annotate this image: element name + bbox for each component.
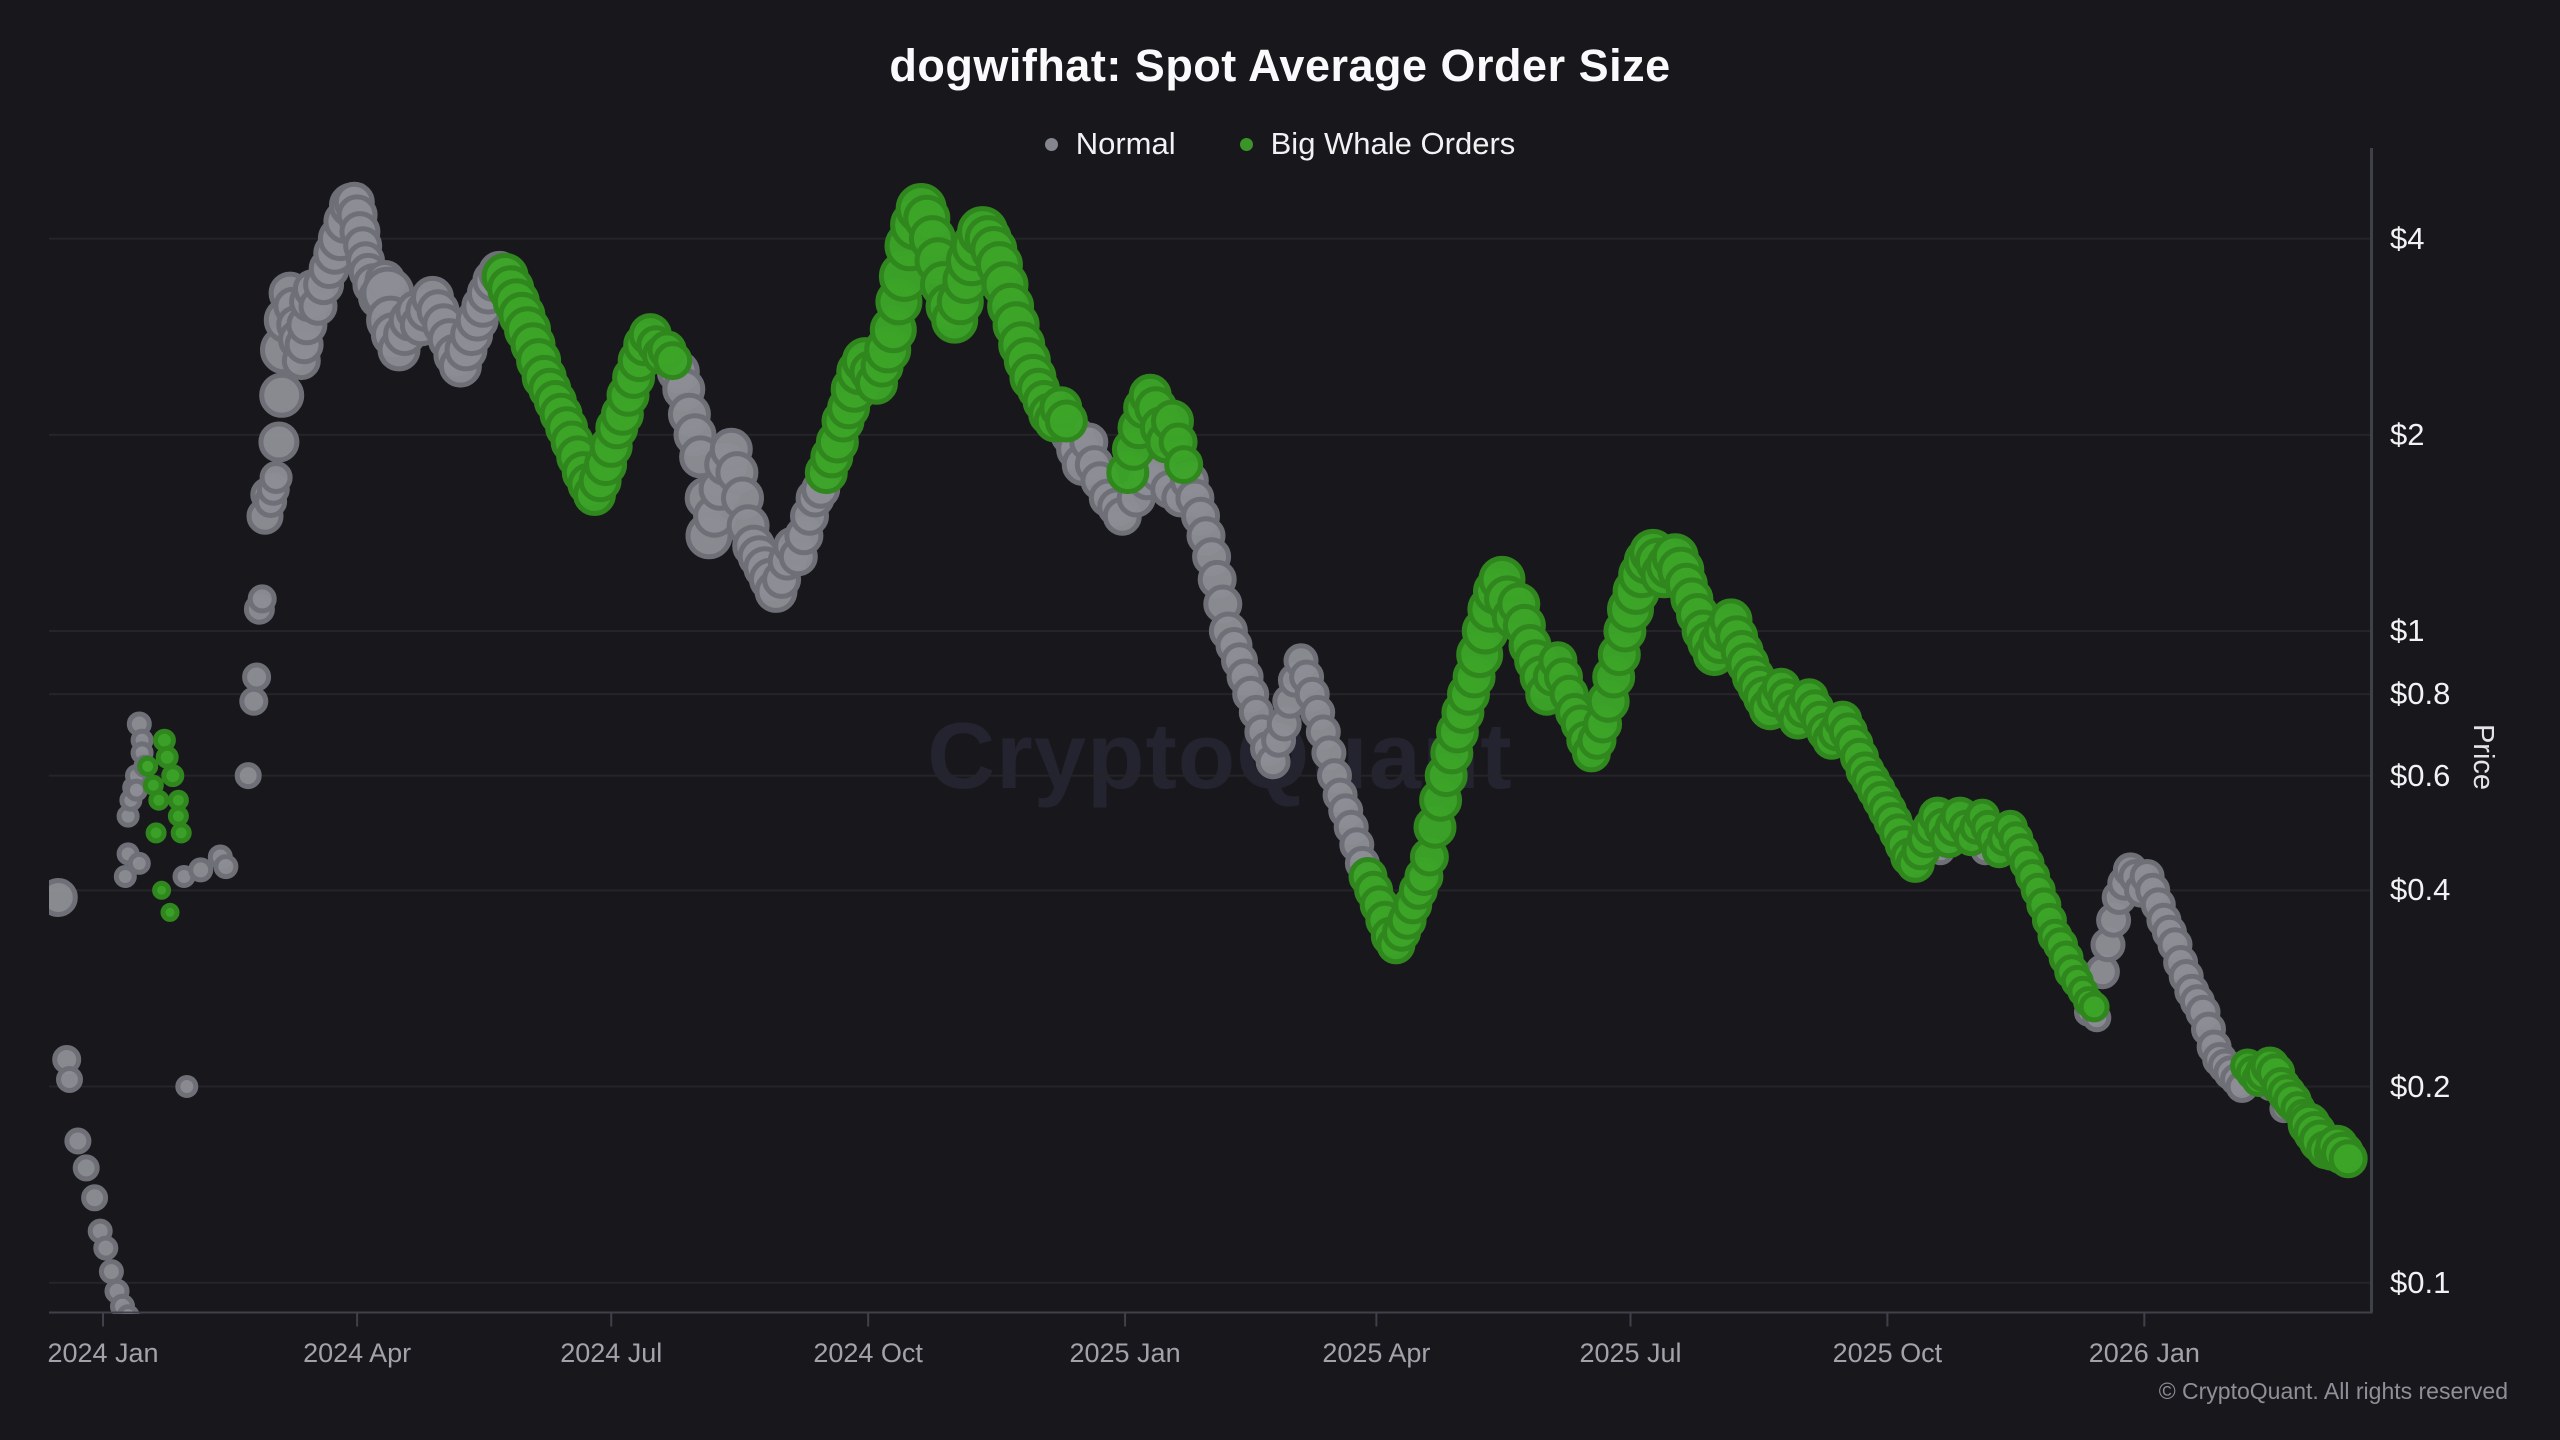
x-tick-label: 2024 Apr [303, 1338, 412, 1368]
data-point [93, 1235, 119, 1261]
data-point [247, 584, 277, 614]
x-tick-label: 2026 Jan [2088, 1338, 2200, 1368]
data-point [653, 341, 693, 381]
x-tick-label: 2024 Jan [47, 1338, 159, 1368]
data-point [161, 764, 185, 788]
data-point [167, 805, 189, 827]
axis-lines [49, 148, 2373, 1327]
data-point [1044, 399, 1088, 443]
data-point [113, 865, 137, 888]
x-tick-label: 2025 Jan [1069, 1338, 1181, 1368]
data-point [72, 1154, 100, 1182]
y-tick-label: $0.6 [2390, 757, 2451, 793]
data-point [145, 822, 167, 844]
legend: Normal Big Whale Orders [0, 126, 2560, 162]
data-point [1164, 445, 1204, 485]
x-tick-label: 2025 Jul [1579, 1338, 1682, 1368]
y-tick-label: $0.1 [2390, 1264, 2451, 1300]
data-point [188, 857, 214, 883]
legend-item-normal[interactable]: Normal [1044, 126, 1176, 162]
data-point [49, 878, 78, 917]
y-tick-label: $0.8 [2390, 676, 2451, 712]
whale-legend-dot-icon [1239, 137, 1253, 151]
data-point [137, 755, 159, 777]
data-point [170, 822, 192, 844]
legend-label: Big Whale Orders [1270, 126, 1516, 161]
data-points-group [49, 181, 2368, 1314]
y-tick-label: $0.4 [2390, 872, 2451, 908]
data-point [152, 880, 172, 900]
cryptoquant-watermark: CryptoQuant [927, 703, 1513, 808]
data-point [155, 745, 179, 769]
data-point [213, 854, 239, 880]
x-tick-label: 2025 Oct [1832, 1338, 1943, 1368]
data-point [234, 762, 262, 790]
data-point [98, 1259, 124, 1285]
y-tick-label: $4 [2390, 220, 2425, 256]
y-axis-title: Price [2467, 723, 2499, 791]
data-point [175, 1075, 199, 1098]
data-point [160, 902, 180, 922]
data-point [127, 851, 151, 875]
y-tick-label: $0.2 [2390, 1068, 2451, 1104]
normal-legend-dot-icon [1044, 137, 1058, 151]
x-tick-label: 2025 Apr [1322, 1338, 1431, 1368]
copyright-notice: © CryptoQuant. All rights reserved [2158, 1378, 2508, 1404]
data-point [242, 662, 272, 692]
data-point [64, 1127, 92, 1155]
x-tick-label: 2024 Jul [560, 1338, 663, 1368]
legend-item-big-whale-orders[interactable]: Big Whale Orders [1239, 126, 1516, 162]
x-tick-label: 2024 Oct [813, 1338, 923, 1368]
data-point [56, 1066, 83, 1093]
data-point [148, 789, 170, 811]
legend-label: Normal [1075, 126, 1176, 161]
gridlines [49, 237, 2372, 1284]
y-tick-label: $1 [2390, 613, 2425, 648]
data-point [2328, 1139, 2368, 1179]
data-point [125, 778, 148, 802]
data-point [2078, 991, 2110, 1023]
data-point [116, 1304, 140, 1314]
data-point [258, 421, 300, 463]
data-point [239, 686, 269, 716]
page-title: dogwifhat: Spot Average Order Size [889, 40, 1671, 91]
data-point [81, 1184, 109, 1212]
y-tick-label: $2 [2390, 416, 2425, 452]
data-point [259, 372, 305, 418]
data-point [259, 461, 293, 494]
